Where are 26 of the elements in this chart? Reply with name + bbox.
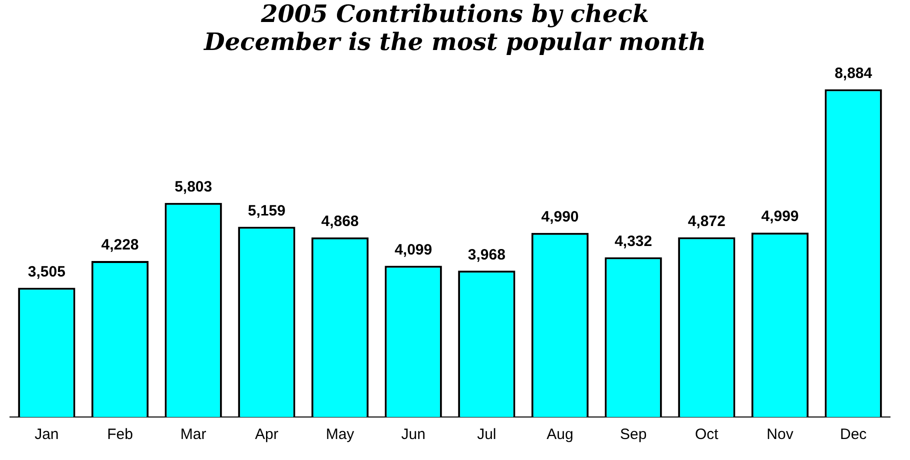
data-label: 4,999 (761, 208, 799, 226)
x-tick-label: Jan (34, 426, 59, 444)
chart-subtitle: December is the most popular month (202, 26, 707, 56)
data-label: 4,228 (101, 236, 139, 254)
x-tick-label: Dec (840, 426, 868, 444)
x-tick-label: Feb (107, 426, 133, 444)
data-label: 5,159 (248, 202, 286, 220)
chart-title: 2005 Contributions by check (260, 0, 650, 28)
data-label: 4,332 (614, 233, 652, 250)
x-tick-label: May (326, 426, 355, 444)
data-label: 3,505 (28, 264, 66, 281)
data-label: 4,099 (394, 242, 432, 259)
x-tick-label: Sep (620, 426, 647, 444)
data-label: 5,803 (174, 178, 212, 196)
x-tick-label: Jul (477, 426, 496, 444)
x-tick-label: Apr (254, 426, 278, 444)
x-tick-label: Jun (401, 426, 426, 444)
x-tick-label: Nov (766, 426, 794, 444)
data-label: 4,872 (688, 213, 726, 230)
x-tick-label: Mar (180, 426, 206, 444)
data-label: 8,884 (834, 65, 873, 82)
data-label: 4,990 (541, 208, 579, 226)
x-tick-label: Oct (694, 426, 720, 444)
data-label: 3,968 (468, 246, 506, 264)
x-tick-label: Aug (546, 426, 574, 444)
data-label: 4,868 (321, 213, 359, 230)
